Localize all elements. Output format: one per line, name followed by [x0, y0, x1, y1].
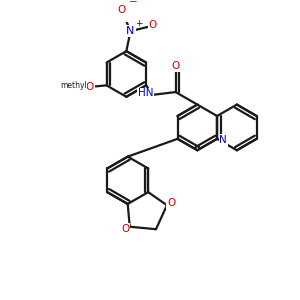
Text: N: N	[126, 26, 135, 36]
Text: O: O	[167, 198, 176, 208]
Text: O: O	[149, 20, 157, 30]
Text: methyl: methyl	[60, 81, 87, 90]
Text: HN: HN	[138, 88, 154, 98]
Text: N: N	[219, 135, 227, 145]
Text: O: O	[117, 5, 125, 15]
Text: O: O	[86, 82, 94, 92]
Text: O: O	[172, 61, 180, 71]
Text: +: +	[135, 19, 142, 28]
Text: O: O	[121, 224, 130, 234]
Text: −: −	[129, 0, 138, 7]
